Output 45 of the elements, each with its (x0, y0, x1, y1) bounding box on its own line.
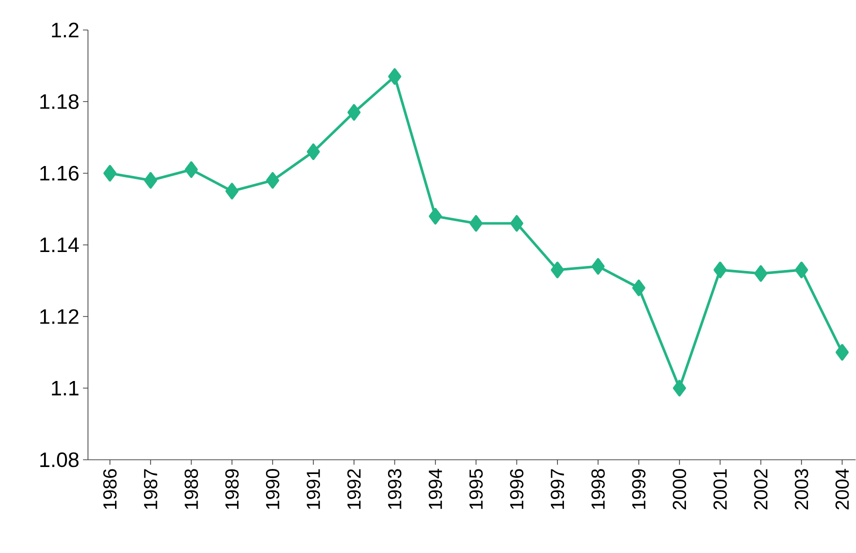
y-tick-label: 1.12 (40, 309, 78, 324)
point (347, 104, 361, 121)
x-tick-label: 1998 (591, 469, 605, 510)
x-tick-label: 1988 (184, 469, 198, 510)
x-tick-label: 1991 (306, 469, 320, 510)
point (672, 380, 686, 397)
y-tick-label: 1.16 (40, 166, 79, 181)
x-tick-label: 1990 (266, 469, 280, 510)
point (225, 182, 239, 200)
x-tick-label: 1995 (469, 469, 483, 510)
point (144, 172, 158, 189)
point (592, 258, 605, 275)
x-tick-label: 1994 (428, 468, 442, 510)
point (836, 344, 849, 361)
x-tick-label: 1989 (225, 469, 239, 510)
point (714, 262, 727, 278)
y-tick-label: 1.18 (40, 94, 79, 110)
x-tick-label: 1987 (144, 469, 158, 510)
point (184, 162, 198, 178)
y-tick-label: 1.08 (40, 452, 79, 468)
point (632, 280, 646, 296)
x-tick-label: 1996 (510, 469, 524, 510)
x-tick-label: 1999 (632, 469, 646, 510)
y-tick-label: 1.2 (52, 22, 78, 38)
x-tick-label: 2004 (835, 468, 849, 510)
point (510, 215, 524, 232)
x-tick-label: 2002 (754, 469, 768, 510)
y-tick-label: 1.1 (52, 381, 78, 396)
point (103, 165, 116, 182)
point (470, 215, 483, 232)
point (306, 144, 320, 160)
point (388, 68, 402, 85)
point (266, 172, 280, 189)
point (550, 262, 564, 278)
point (754, 265, 768, 282)
x-tick-label: 1997 (550, 469, 564, 510)
x-tick-label: 2003 (794, 469, 808, 510)
x-tick-label: 1992 (347, 469, 361, 510)
x-tick-label: 1993 (388, 469, 402, 510)
y-tick-label: 1.14 (40, 238, 79, 252)
x-tick-label: 1986 (103, 469, 117, 510)
x-tick-label: 2000 (672, 469, 686, 510)
point (428, 208, 442, 225)
x-tick-label: 2001 (713, 469, 727, 510)
point (794, 262, 808, 278)
